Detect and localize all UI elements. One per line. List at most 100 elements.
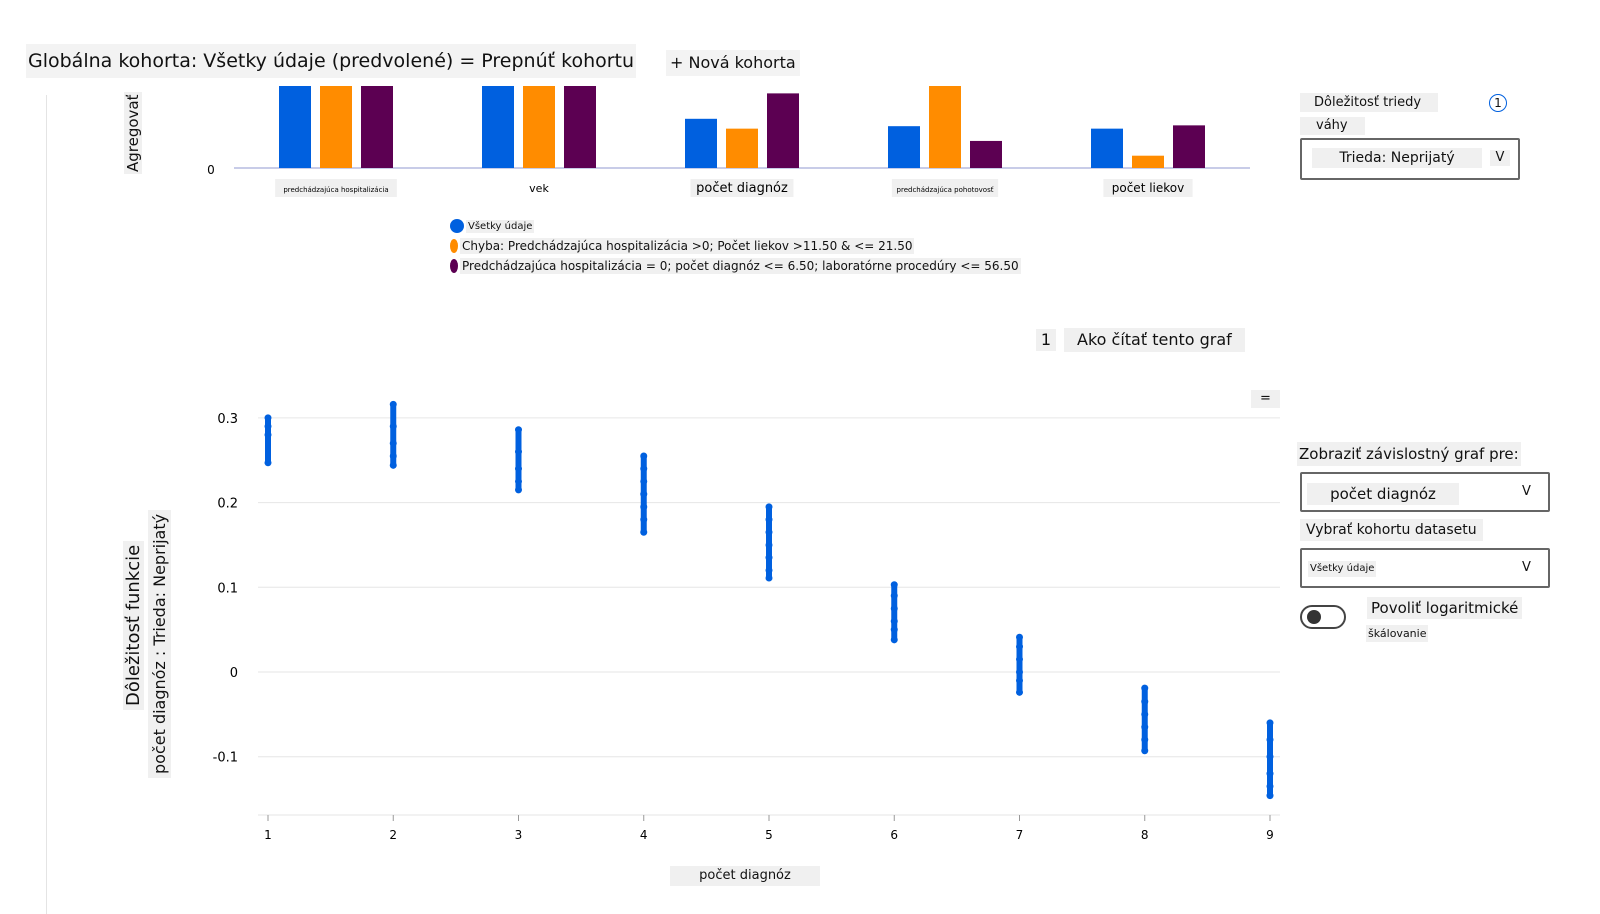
data-point	[1141, 698, 1149, 706]
bar	[564, 86, 596, 168]
x-tick-label: 9	[1266, 828, 1274, 842]
data-point	[1016, 633, 1023, 641]
bar	[767, 93, 799, 168]
data-point	[264, 459, 272, 467]
new-cohort-button[interactable]: + Nová kohorta	[666, 50, 800, 76]
cohort-select[interactable]: Všetky údaje V	[1300, 548, 1550, 588]
data-point	[890, 617, 898, 625]
data-point	[890, 626, 898, 634]
legend-item-all[interactable]: Všetky údaje	[450, 219, 535, 233]
x-tick-label: 2	[389, 828, 397, 842]
x-tick-label: 1	[264, 828, 272, 842]
data-point	[515, 477, 522, 485]
x-tick-label: 5	[765, 828, 773, 842]
x-tick-label: 6	[890, 828, 898, 842]
bar-label-bg	[690, 179, 794, 197]
log-scale-label: Povoliť logaritmické	[1367, 597, 1523, 619]
data-point	[1141, 747, 1149, 755]
bar-label-bg	[891, 179, 999, 197]
legend-label: Chyba: Predchádzajúca hospitalizácia >0;…	[460, 238, 915, 254]
chevron-down-icon: V	[1522, 560, 1531, 575]
data-point	[765, 528, 773, 536]
data-point	[1141, 684, 1149, 692]
bar	[1132, 155, 1164, 168]
chevron-down-icon: V	[1490, 150, 1510, 166]
data-point	[765, 574, 773, 582]
data-point	[640, 477, 648, 485]
data-point	[765, 541, 773, 549]
menu-icon[interactable]: =	[1251, 390, 1280, 408]
bar	[970, 140, 1002, 168]
data-point	[1266, 770, 1274, 778]
data-point	[1141, 710, 1149, 718]
data-point	[765, 516, 773, 524]
legend-item-cohort2[interactable]: Predchádzajúca hospitalizácia = 0; počet…	[450, 258, 1021, 274]
cohort-title[interactable]: Globálna kohorta: Všetky údaje (predvole…	[26, 44, 637, 78]
how-to-read-link[interactable]: Ako čítať tento graf	[1064, 328, 1245, 352]
bar	[1173, 125, 1205, 168]
bar-category-label: vek	[529, 182, 549, 195]
bar	[888, 126, 920, 168]
bar	[685, 118, 717, 168]
chevron-down-icon: V	[1522, 484, 1531, 499]
info-icon[interactable]: 1	[1489, 94, 1507, 112]
dependence-select-value: počet diagnóz	[1307, 483, 1459, 505]
bar-chart: 0 predchádzajúca hospitalizácia vek počet d…	[207, 86, 1250, 197]
x-tick-label: 4	[640, 828, 648, 842]
data-point	[890, 636, 898, 644]
data-point	[1016, 688, 1023, 696]
left-border	[46, 95, 47, 914]
legend-label: Predchádzajúca hospitalizácia = 0; počet…	[460, 258, 1021, 274]
dependence-feature-select[interactable]: počet diagnóz V	[1300, 472, 1550, 512]
data-point	[264, 414, 272, 422]
log-scale-toggle[interactable]	[1300, 605, 1346, 629]
data-point	[1016, 668, 1023, 676]
bar	[523, 86, 555, 168]
bar	[929, 86, 961, 168]
data-point	[765, 503, 773, 511]
toggle-knob	[1307, 610, 1321, 624]
bar-label-bg	[524, 179, 554, 197]
data-point	[389, 461, 397, 469]
class-select[interactable]: Trieda: Neprijatý V	[1300, 138, 1520, 180]
data-point	[515, 426, 522, 434]
y-tick-label: 0.3	[217, 412, 238, 427]
data-point	[640, 452, 648, 460]
data-point	[389, 422, 397, 430]
data-point	[640, 465, 648, 473]
data-point	[515, 486, 522, 494]
cohort-label: Vybrať kohortu datasetu	[1300, 519, 1483, 541]
bar	[1091, 128, 1123, 168]
bar	[279, 86, 311, 168]
data-point	[1266, 736, 1274, 744]
data-point	[389, 400, 397, 408]
bar-label-bg	[1103, 179, 1193, 197]
class-select-value: Trieda: Neprijatý	[1312, 148, 1482, 168]
data-point	[1141, 736, 1149, 744]
data-point	[515, 448, 522, 456]
data-point	[515, 465, 522, 473]
data-point	[1266, 753, 1274, 761]
legend-item-error[interactable]: Chyba: Predchádzajúca hospitalizácia >0;…	[450, 238, 915, 254]
cohort-select-value: Všetky údaje	[1308, 561, 1377, 577]
bar-category-label: počet diagnóz	[696, 181, 788, 196]
data-point	[1266, 782, 1274, 790]
data-point	[389, 452, 397, 460]
data-point	[1141, 723, 1149, 731]
legend-dot-icon	[450, 219, 464, 233]
data-point	[389, 439, 397, 447]
data-point	[765, 566, 773, 574]
data-point	[1266, 719, 1274, 727]
legend-dot-icon	[450, 239, 458, 253]
data-point	[264, 422, 272, 430]
data-point	[1016, 643, 1023, 651]
data-point	[765, 554, 773, 562]
data-point	[1016, 655, 1023, 663]
data-point	[890, 592, 898, 600]
dependence-label: Zobraziť závislostný graf pre:	[1297, 442, 1521, 466]
bar-category-label: predchádzajúca pohotovosť	[897, 185, 994, 194]
x-tick-label: 8	[1141, 828, 1149, 842]
data-point	[1266, 792, 1274, 800]
dependence-scatter-chart: 0.3 0.2 0.1 0 -0.1 1 2 3 4 5 6 7 8 9	[213, 400, 1280, 842]
bar	[320, 86, 352, 168]
